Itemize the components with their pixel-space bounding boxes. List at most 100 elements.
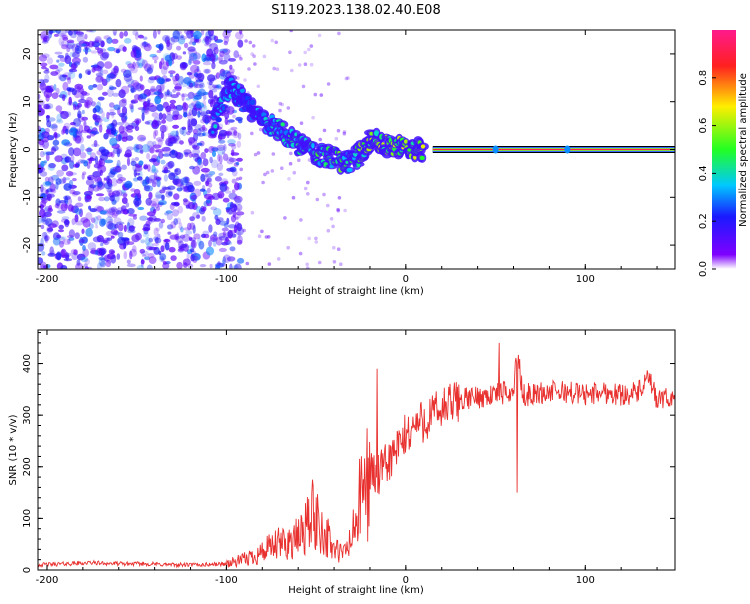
heatmap-cell: [106, 124, 113, 130]
heatmap-cell: [342, 130, 347, 134]
heatmap-cell: [170, 133, 176, 142]
heatmap-cell: [39, 82, 47, 91]
heatmap-cell: [51, 123, 58, 132]
heatmap-cell: [166, 42, 173, 51]
heatmap-cell: [149, 87, 157, 92]
heatmap-cell: [54, 155, 63, 163]
heatmap-cell: [162, 61, 169, 70]
heatmap-cell: [167, 231, 172, 235]
heatmap-cell: [115, 210, 122, 215]
heatmap-cell: [110, 126, 117, 136]
heatmap-cell: [249, 99, 256, 105]
heatmap-cell: [193, 94, 202, 100]
heatmap-cell: [191, 144, 198, 149]
heatmap-cell: [94, 155, 99, 165]
heatmap-cell: [100, 242, 104, 247]
heatmap-cell: [68, 147, 75, 156]
heatmap-cell: [315, 197, 320, 202]
heatmap-cell: [158, 200, 167, 206]
heatmap-cell: [210, 159, 219, 169]
heatmap-cell: [64, 156, 72, 163]
heatmap-cell: [135, 172, 141, 176]
heatmap-cell: [155, 191, 163, 200]
heatmap-cell: [116, 178, 123, 184]
heatmap-cell: [113, 104, 121, 111]
heatmap-cell: [102, 91, 108, 96]
heatmap-cell: [152, 144, 162, 149]
heatmap-cell: [56, 67, 63, 72]
heatmap-cell: [209, 99, 214, 108]
heatmap-cell: [322, 128, 327, 133]
y-tick-label: 100: [22, 509, 33, 528]
heatmap-cell: [182, 51, 187, 55]
heatmap-cell: [215, 117, 222, 123]
heatmap-cell: [208, 171, 216, 176]
heatmap-cell: [219, 154, 223, 164]
heatmap-cell: [73, 30, 81, 34]
heatmap-cell: [112, 166, 121, 173]
heatmap-cell: [123, 69, 132, 79]
heatmap-cell: [252, 54, 256, 58]
heatmap-cell: [210, 206, 218, 211]
heatmap-cell: [146, 264, 153, 269]
heatmap-cell: [199, 264, 207, 268]
heatmap-cell: [81, 173, 85, 180]
heatmap-cell: [193, 30, 202, 40]
heatmap-cell: [138, 34, 144, 39]
heatmap-cell: [120, 205, 127, 213]
heatmap-cell: [168, 191, 173, 197]
heatmap-cell: [144, 185, 154, 192]
heatmap-cell: [259, 127, 263, 132]
heatmap-cell: [163, 239, 171, 243]
heatmap-cell: [195, 73, 203, 79]
heatmap-cell: [94, 36, 102, 43]
heatmap-cell: [242, 228, 246, 233]
heatmap-cell: [89, 152, 97, 160]
heatmap-cell: [298, 251, 303, 256]
heatmap-cell: [73, 118, 81, 127]
heatmap-cell: [113, 217, 122, 226]
heatmap-cell: [71, 43, 80, 53]
heatmap-cell: [98, 196, 106, 202]
heatmap-cell: [108, 249, 115, 255]
heatmap-cell: [192, 198, 197, 206]
heatmap-cell: [274, 40, 279, 45]
heatmap-cell: [294, 132, 298, 137]
heatmap-cell: [152, 55, 159, 61]
heatmap-cell: [96, 186, 102, 192]
heatmap-cell: [164, 91, 173, 96]
heatmap-cell: [179, 35, 188, 40]
heatmap-cell: [82, 218, 91, 228]
heatmap-cell: [76, 31, 85, 37]
heatmap-cell: [172, 110, 180, 117]
heatmap-cell: [280, 122, 285, 127]
heatmap-cell: [329, 217, 334, 221]
heatmap-cell: [187, 91, 195, 99]
heatmap-cell: [90, 50, 98, 54]
heatmap-cell: [158, 112, 163, 120]
heatmap-cell: [84, 258, 90, 265]
heatmap-cell: [101, 51, 110, 59]
heatmap-cell: [189, 222, 196, 230]
heatmap-cell: [156, 77, 165, 85]
heatmap-cell: [51, 92, 59, 99]
heatmap-cell: [181, 127, 187, 137]
heatmap-cell: [311, 143, 315, 149]
heatmap-cell: [152, 30, 157, 39]
heatmap-cell: [125, 78, 135, 85]
heatmap-cell: [83, 263, 88, 268]
heatmap-cell: [188, 151, 193, 158]
heatmap-cell: [271, 152, 276, 156]
heatmap-cell: [110, 177, 118, 187]
heatmap-cell: [228, 142, 236, 147]
heatmap-cell: [235, 31, 244, 40]
heatmap-cell: [84, 266, 89, 269]
heatmap-cell: [79, 208, 83, 218]
heatmap-cell: [106, 125, 111, 134]
heatmap-cell: [156, 178, 161, 188]
heatmap-cell: [182, 101, 187, 108]
heatmap-cell: [267, 262, 272, 266]
heatmap-cell: [222, 197, 230, 203]
y-tick-label: 400: [22, 354, 33, 373]
snr-x-ticks: -200 -100 0 100: [36, 330, 658, 586]
